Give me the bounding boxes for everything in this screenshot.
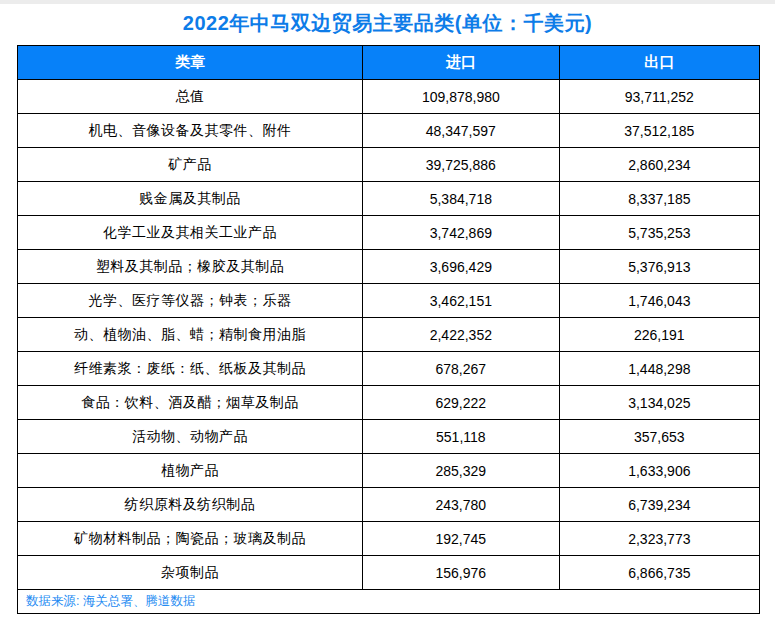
cell-category: 总值 xyxy=(18,80,363,114)
cell-category: 矿物材料制品；陶瓷品；玻璃及制品 xyxy=(18,522,363,556)
cell-category: 贱金属及其制品 xyxy=(18,182,363,216)
table-body: 总值109,878,98093,711,252机电、音像设备及其零件、附件48,… xyxy=(18,80,760,590)
table-row: 杂项制品156,9766,866,735 xyxy=(18,556,760,590)
cell-import: 551,118 xyxy=(363,420,560,454)
cell-import: 109,878,980 xyxy=(363,80,560,114)
header-category: 类章 xyxy=(18,46,363,80)
table-row: 矿物材料制品；陶瓷品；玻璃及制品192,7452,323,773 xyxy=(18,522,760,556)
cell-import: 156,976 xyxy=(363,556,560,590)
cell-category: 活动物、动物产品 xyxy=(18,420,363,454)
cell-category: 机电、音像设备及其零件、附件 xyxy=(18,114,363,148)
cell-category: 杂项制品 xyxy=(18,556,363,590)
cell-export: 226,191 xyxy=(559,318,759,352)
header-import: 进口 xyxy=(363,46,560,80)
header-export: 出口 xyxy=(559,46,759,80)
cell-import: 5,384,718 xyxy=(363,182,560,216)
table-row: 矿产品39,725,8862,860,234 xyxy=(18,148,760,182)
cell-export: 6,739,234 xyxy=(559,488,759,522)
cell-category: 塑料及其制品；橡胶及其制品 xyxy=(18,250,363,284)
table-row: 动、植物油、脂、蜡；精制食用油脂2,422,352226,191 xyxy=(18,318,760,352)
cell-category: 植物产品 xyxy=(18,454,363,488)
cell-category: 光学、医疗等仪器；钟表；乐器 xyxy=(18,284,363,318)
cell-category: 纺织原料及纺织制品 xyxy=(18,488,363,522)
cell-export: 5,735,253 xyxy=(559,216,759,250)
cell-import: 192,745 xyxy=(363,522,560,556)
page: 2022年中马双边贸易主要品类(单位：千美元) 类章 进口 出口 总值109,8… xyxy=(0,0,775,614)
cell-import: 285,329 xyxy=(363,454,560,488)
cell-import: 3,742,869 xyxy=(363,216,560,250)
cell-import: 2,422,352 xyxy=(363,318,560,352)
cell-export: 2,323,773 xyxy=(559,522,759,556)
data-source-label: 数据来源: 海关总署、腾道数据 xyxy=(18,590,760,614)
cell-import: 3,462,151 xyxy=(363,284,560,318)
cell-category: 矿产品 xyxy=(18,148,363,182)
table-row: 活动物、动物产品551,118357,653 xyxy=(18,420,760,454)
table-row: 化学工业及其相关工业产品3,742,8695,735,253 xyxy=(18,216,760,250)
table-row: 食品：饮料、酒及醋；烟草及制品629,2223,134,025 xyxy=(18,386,760,420)
table-footer: 数据来源: 海关总署、腾道数据 xyxy=(18,590,760,614)
cell-export: 3,134,025 xyxy=(559,386,759,420)
cell-import: 3,696,429 xyxy=(363,250,560,284)
table-header: 类章 进口 出口 xyxy=(18,46,760,80)
cell-export: 1,633,906 xyxy=(559,454,759,488)
cell-category: 化学工业及其相关工业产品 xyxy=(18,216,363,250)
table-row: 塑料及其制品；橡胶及其制品3,696,4295,376,913 xyxy=(18,250,760,284)
cell-export: 6,866,735 xyxy=(559,556,759,590)
cell-category: 纤维素浆：废纸：纸、纸板及其制品 xyxy=(18,352,363,386)
table-row: 光学、医疗等仪器；钟表；乐器3,462,1511,746,043 xyxy=(18,284,760,318)
header-row: 类章 进口 出口 xyxy=(18,46,760,80)
cell-export: 5,376,913 xyxy=(559,250,759,284)
cell-category: 食品：饮料、酒及醋；烟草及制品 xyxy=(18,386,363,420)
table-row: 机电、音像设备及其零件、附件48,347,59737,512,185 xyxy=(18,114,760,148)
table-row: 植物产品285,3291,633,906 xyxy=(18,454,760,488)
page-title: 2022年中马双边贸易主要品类(单位：千美元) xyxy=(0,10,775,37)
source-row: 数据来源: 海关总署、腾道数据 xyxy=(18,590,760,614)
cell-export: 1,746,043 xyxy=(559,284,759,318)
table-row: 纤维素浆：废纸：纸、纸板及其制品678,2671,448,298 xyxy=(18,352,760,386)
cell-export: 1,448,298 xyxy=(559,352,759,386)
top-strip xyxy=(0,0,775,4)
table-row: 纺织原料及纺织制品243,7806,739,234 xyxy=(18,488,760,522)
table-row: 总值109,878,98093,711,252 xyxy=(18,80,760,114)
cell-import: 678,267 xyxy=(363,352,560,386)
table-row: 贱金属及其制品5,384,7188,337,185 xyxy=(18,182,760,216)
cell-export: 2,860,234 xyxy=(559,148,759,182)
cell-import: 629,222 xyxy=(363,386,560,420)
cell-category: 动、植物油、脂、蜡；精制食用油脂 xyxy=(18,318,363,352)
cell-import: 39,725,886 xyxy=(363,148,560,182)
cell-import: 243,780 xyxy=(363,488,560,522)
trade-table: 类章 进口 出口 总值109,878,98093,711,252机电、音像设备及… xyxy=(17,45,760,614)
cell-import: 48,347,597 xyxy=(363,114,560,148)
cell-export: 357,653 xyxy=(559,420,759,454)
cell-export: 37,512,185 xyxy=(559,114,759,148)
cell-export: 93,711,252 xyxy=(559,80,759,114)
cell-export: 8,337,185 xyxy=(559,182,759,216)
